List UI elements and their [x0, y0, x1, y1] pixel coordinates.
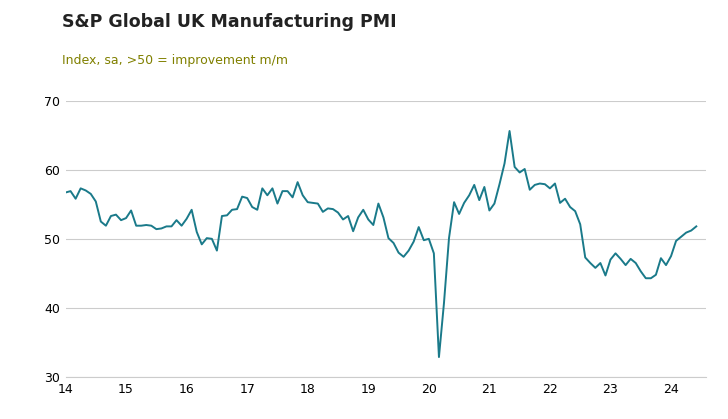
Text: S&P Global UK Manufacturing PMI: S&P Global UK Manufacturing PMI: [62, 13, 397, 31]
Text: Index, sa, >50 = improvement m/m: Index, sa, >50 = improvement m/m: [62, 54, 288, 67]
